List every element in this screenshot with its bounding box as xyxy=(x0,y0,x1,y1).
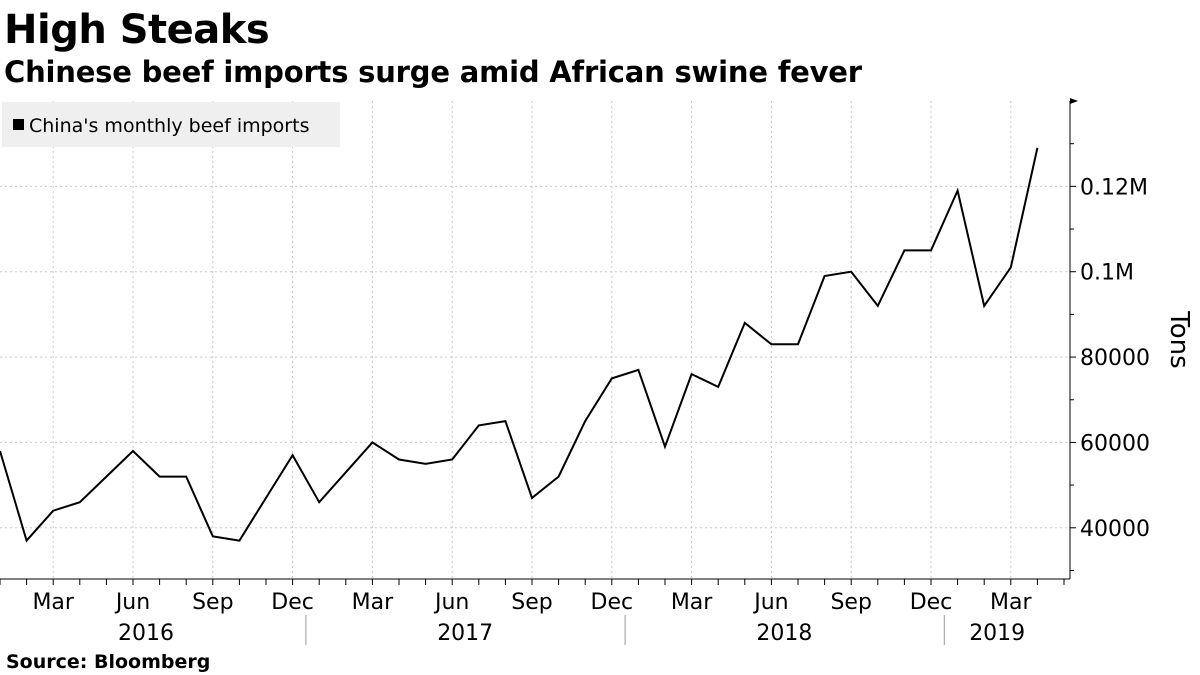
x-tick-label: Mar xyxy=(990,590,1032,615)
x-tick-label: Jun xyxy=(114,590,150,615)
x-year-label: 2018 xyxy=(756,621,812,646)
grid-layer xyxy=(0,101,1070,579)
y-tick-label: 40000 xyxy=(1080,517,1150,542)
y-tick-label: 60000 xyxy=(1080,431,1150,456)
x-tick-label: Sep xyxy=(192,590,233,615)
x-tick-label: Mar xyxy=(352,590,394,615)
chart-subtitle: Chinese beef imports surge amid African … xyxy=(4,55,862,89)
y-tick-label: 0.1M xyxy=(1080,261,1134,286)
x-year-label: 2019 xyxy=(969,621,1025,646)
y-tick-label: 0.12M xyxy=(1080,175,1148,200)
y-axis-top-marker xyxy=(1070,98,1078,104)
source-note: Source: Bloomberg xyxy=(6,651,211,673)
series-line xyxy=(0,147,1039,543)
x-year-label: 2017 xyxy=(437,621,493,646)
x-tick-label: Jun xyxy=(433,590,469,615)
x-tick-label: Sep xyxy=(830,590,871,615)
legend-label: China's monthly beef imports xyxy=(29,115,309,137)
x-tick-label: Jun xyxy=(752,590,788,615)
y-axis-title: Tons xyxy=(1164,310,1194,368)
y-tick-label: 80000 xyxy=(1080,346,1150,371)
x-tick-label: Mar xyxy=(32,590,74,615)
x-tick-label: Sep xyxy=(511,590,552,615)
legend-box xyxy=(2,102,340,147)
x-tick-label: Dec xyxy=(591,590,634,615)
axis-layer: 40000 60000 80000 0.1M 0.12M Mar Jun Sep Dec Mar J… xyxy=(0,98,1150,646)
legend: China's monthly beef imports xyxy=(2,102,340,147)
chart-title: High Steaks xyxy=(4,7,270,53)
legend-swatch xyxy=(13,119,24,130)
x-tick-label: Dec xyxy=(271,590,314,615)
x-year-label: 2016 xyxy=(118,621,174,646)
x-tick-label: Mar xyxy=(671,590,713,615)
series-layer xyxy=(0,147,1039,543)
x-tick-label: Dec xyxy=(910,590,953,615)
